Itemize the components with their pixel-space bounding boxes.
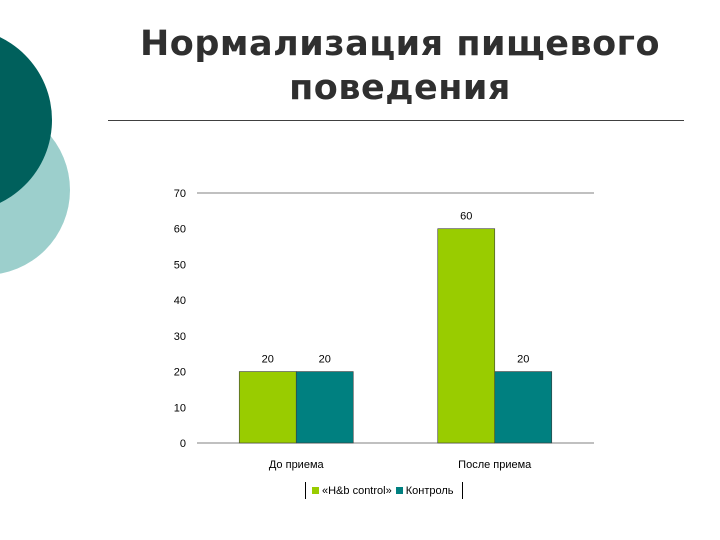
title-line-1: Нормализация пищевого [139, 24, 661, 64]
x-category-label: До приема [269, 459, 325, 471]
data-label: 20 [319, 354, 331, 366]
data-label: 60 [460, 211, 472, 223]
y-tick-label: 40 [174, 295, 186, 307]
legend-item-series-1: «H&b control» [312, 485, 392, 497]
slide-decoration [0, 37, 70, 274]
chart-legend: «H&b control» Контроль [305, 482, 463, 499]
bar-2-2 [494, 371, 553, 444]
page-title: Нормализация пищевого поведения [100, 22, 700, 110]
x-category-label: После приема [458, 459, 532, 471]
y-tick-label: 30 [174, 331, 186, 343]
legend-item-series-2: Контроль [395, 484, 454, 497]
bar-1-1 [238, 371, 297, 444]
legend-label-series-1: «H&b control» [322, 484, 392, 497]
y-tick-label: 20 [174, 367, 186, 379]
dark-circle-shape [0, 37, 52, 203]
y-tick-label: 50 [174, 259, 186, 271]
bar-1-2 [437, 228, 496, 444]
title-line-2: поведения [289, 68, 511, 108]
legend-swatch-series-2 [395, 487, 403, 494]
legend-swatch-series-1 [312, 487, 319, 494]
y-tick-label: 60 [174, 224, 186, 236]
data-label: 20 [517, 354, 529, 366]
legend-label-series-2: Контроль [405, 484, 454, 497]
y-tick-label: 0 [180, 438, 186, 450]
y-tick-label: 70 [174, 188, 186, 200]
y-tick-label: 10 [174, 402, 186, 414]
data-label: 20 [262, 354, 274, 366]
title-divider [108, 120, 684, 121]
bar-2-1 [295, 371, 354, 444]
